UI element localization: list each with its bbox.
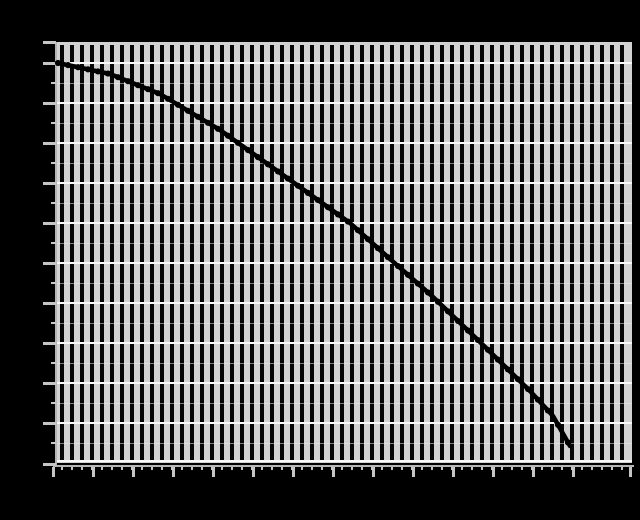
horizontal-minor-gridlines xyxy=(56,83,632,444)
x-axis-ticks xyxy=(52,467,632,477)
vertical-gridlines xyxy=(60,45,624,461)
axis-lines xyxy=(53,42,634,467)
y-axis-line xyxy=(55,42,57,467)
horizontal-major-gridlines xyxy=(56,62,632,462)
y-axis-ticks xyxy=(43,41,56,466)
data-curve xyxy=(54,59,573,449)
x-axis-line xyxy=(53,465,634,467)
